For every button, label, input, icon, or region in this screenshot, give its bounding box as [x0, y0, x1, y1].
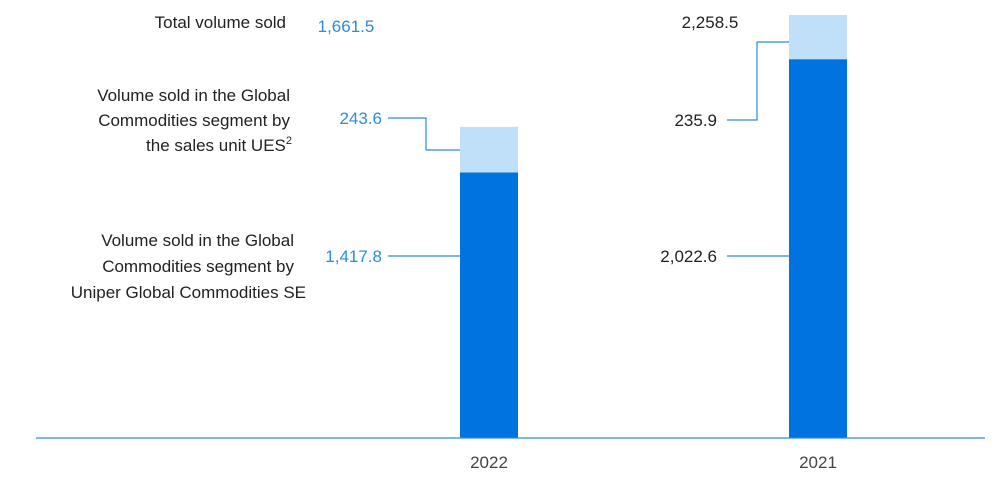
- label-ues-line-1: Volume sold in the Global: [97, 86, 290, 105]
- label-ugc-line-2: Commodities segment by: [102, 257, 294, 276]
- label-ugc-line-3: Uniper Global Commodities SE: [71, 283, 306, 302]
- row-labels: Total volume sold Volume sold in the Glo…: [71, 13, 306, 302]
- bar-2022-uniper-global-commodities: [460, 172, 518, 438]
- x-tick-2022: 2022: [470, 453, 508, 472]
- bar-2021-uniper-global-commodities: [789, 59, 847, 439]
- value-label-2021-ues: 235.9: [674, 111, 717, 130]
- footnote-marker: 2: [286, 135, 292, 147]
- label-ugc-line-1: Volume sold in the Global: [101, 231, 294, 250]
- bars-layer: [460, 15, 847, 439]
- label-total-volume: Total volume sold: [155, 13, 286, 32]
- x-axis-tick-labels: 2022 2021: [470, 453, 837, 472]
- label-ues-line-3-text: the sales unit UES: [146, 136, 286, 155]
- bar-2021-ues: [789, 15, 847, 60]
- label-ues-line-2: Commodities segment by: [98, 111, 290, 130]
- value-labels: 1,417.8 243.6 1,661.5 2,022.6 235.9 2,258.5: [318, 13, 739, 266]
- leader-2021-ues: [727, 41, 789, 121]
- total-label-2022: 1,661.5: [318, 17, 375, 36]
- bar-2022-ues: [460, 126, 518, 173]
- value-label-2022-ues: 243.6: [339, 109, 382, 128]
- total-label-2021: 2,258.5: [682, 13, 739, 32]
- leader-2022-ues: [388, 117, 460, 151]
- label-ues-line-3: the sales unit UES2: [146, 135, 292, 155]
- x-tick-2021: 2021: [799, 453, 837, 472]
- value-label-2021-uniper-global-commodities: 2,022.6: [660, 247, 717, 266]
- value-label-2022-uniper-global-commodities: 1,417.8: [325, 247, 382, 266]
- leader-lines: [388, 41, 789, 257]
